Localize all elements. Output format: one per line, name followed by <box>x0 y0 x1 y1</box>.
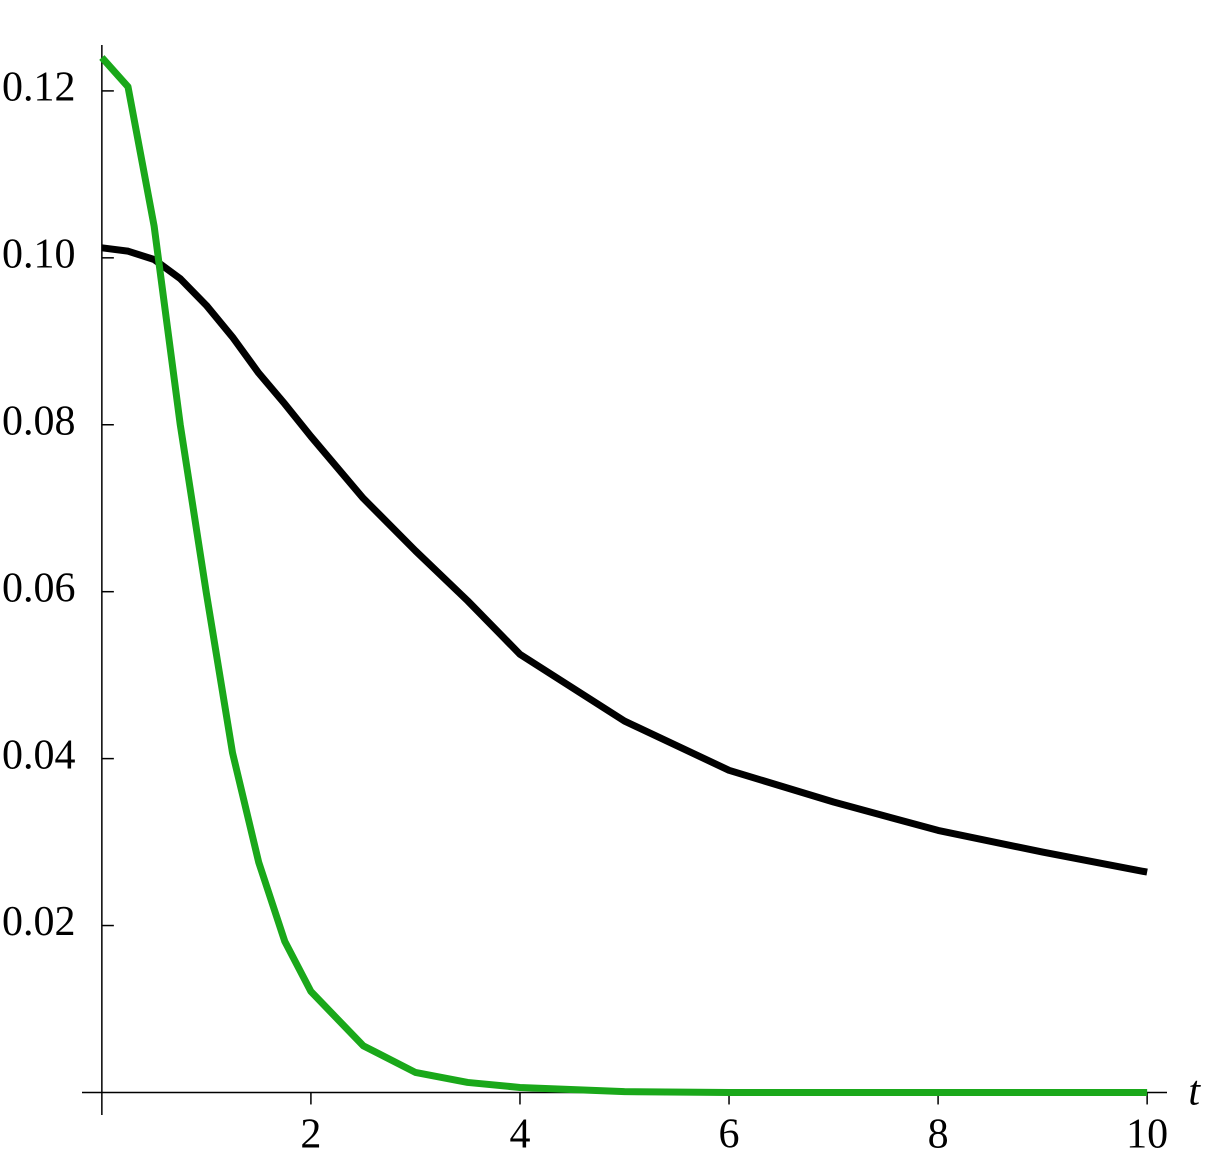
series-line <box>101 244 1148 876</box>
y-tick-label: 0.10 <box>2 231 76 277</box>
x-tick-label: 8 <box>928 1112 949 1158</box>
x-tick-label: 4 <box>509 1112 530 1158</box>
y-tick-label: 0.12 <box>2 65 76 111</box>
x-tick-label: 10 <box>1126 1112 1168 1158</box>
x-axis-label: t <box>1188 1069 1201 1115</box>
y-tick-label: 0.04 <box>2 732 76 778</box>
series-line <box>99 55 1148 1096</box>
y-tick-label: 0.02 <box>2 899 76 945</box>
x-tick-label: 6 <box>719 1112 740 1158</box>
y-tick-label: 0.06 <box>2 565 76 611</box>
y-tick-label: 0.08 <box>2 398 76 444</box>
x-tick-label: 2 <box>300 1112 321 1158</box>
